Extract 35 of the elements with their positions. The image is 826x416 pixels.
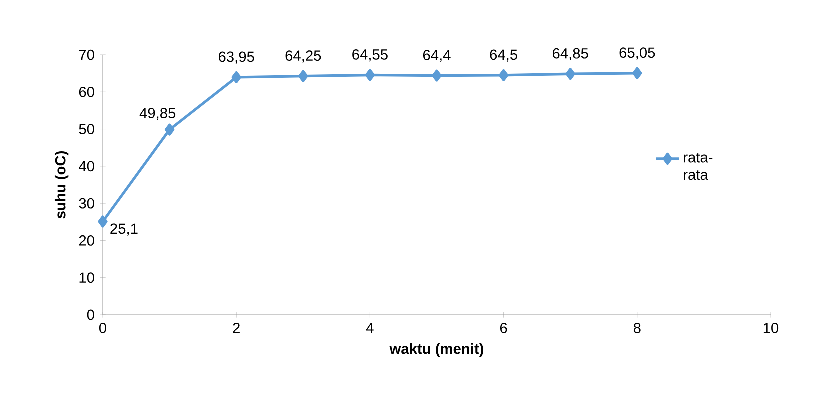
x-tick-label: 0	[99, 323, 106, 334]
data-label: 65,05	[620, 48, 656, 60]
data-label: 64,55	[352, 50, 388, 62]
data-label: 63,95	[219, 52, 254, 64]
point	[566, 68, 576, 80]
point	[98, 216, 108, 228]
y-tick-label: 60	[79, 86, 94, 98]
x-axis-title: waktu (menit)	[390, 343, 484, 358]
point	[298, 70, 308, 82]
y-tick-label: 70	[79, 50, 94, 60]
y-tick-label: 50	[79, 124, 94, 134]
data-label: 64,25	[286, 50, 322, 63]
data-label: 25,1	[110, 224, 138, 236]
point	[164, 124, 175, 136]
legend-label: rata-rata	[684, 153, 713, 180]
x-tick-label: 8	[634, 323, 641, 334]
y-tick-label: 10	[80, 272, 94, 284]
point	[432, 70, 442, 82]
x-tick-label: 4	[366, 323, 374, 334]
point	[632, 67, 642, 80]
y-tick-label: 0	[87, 310, 94, 320]
data-label: 64,5	[490, 50, 518, 62]
point	[365, 69, 376, 82]
y-tick-label: 30	[79, 198, 94, 209]
point	[232, 71, 242, 84]
x-tick-label: 10	[764, 323, 779, 334]
data-label: 64,85	[553, 48, 588, 61]
x-tick-label: 2	[233, 323, 240, 334]
data-label: 64,4	[423, 50, 451, 62]
point	[498, 69, 509, 82]
data-label: 49,85	[140, 108, 176, 120]
x-tick-label: 6	[500, 323, 508, 334]
y-tick-label: 40	[79, 161, 94, 172]
y-tick-label: 20	[79, 236, 94, 246]
y-axis-title: suhu (oC)	[54, 152, 69, 219]
